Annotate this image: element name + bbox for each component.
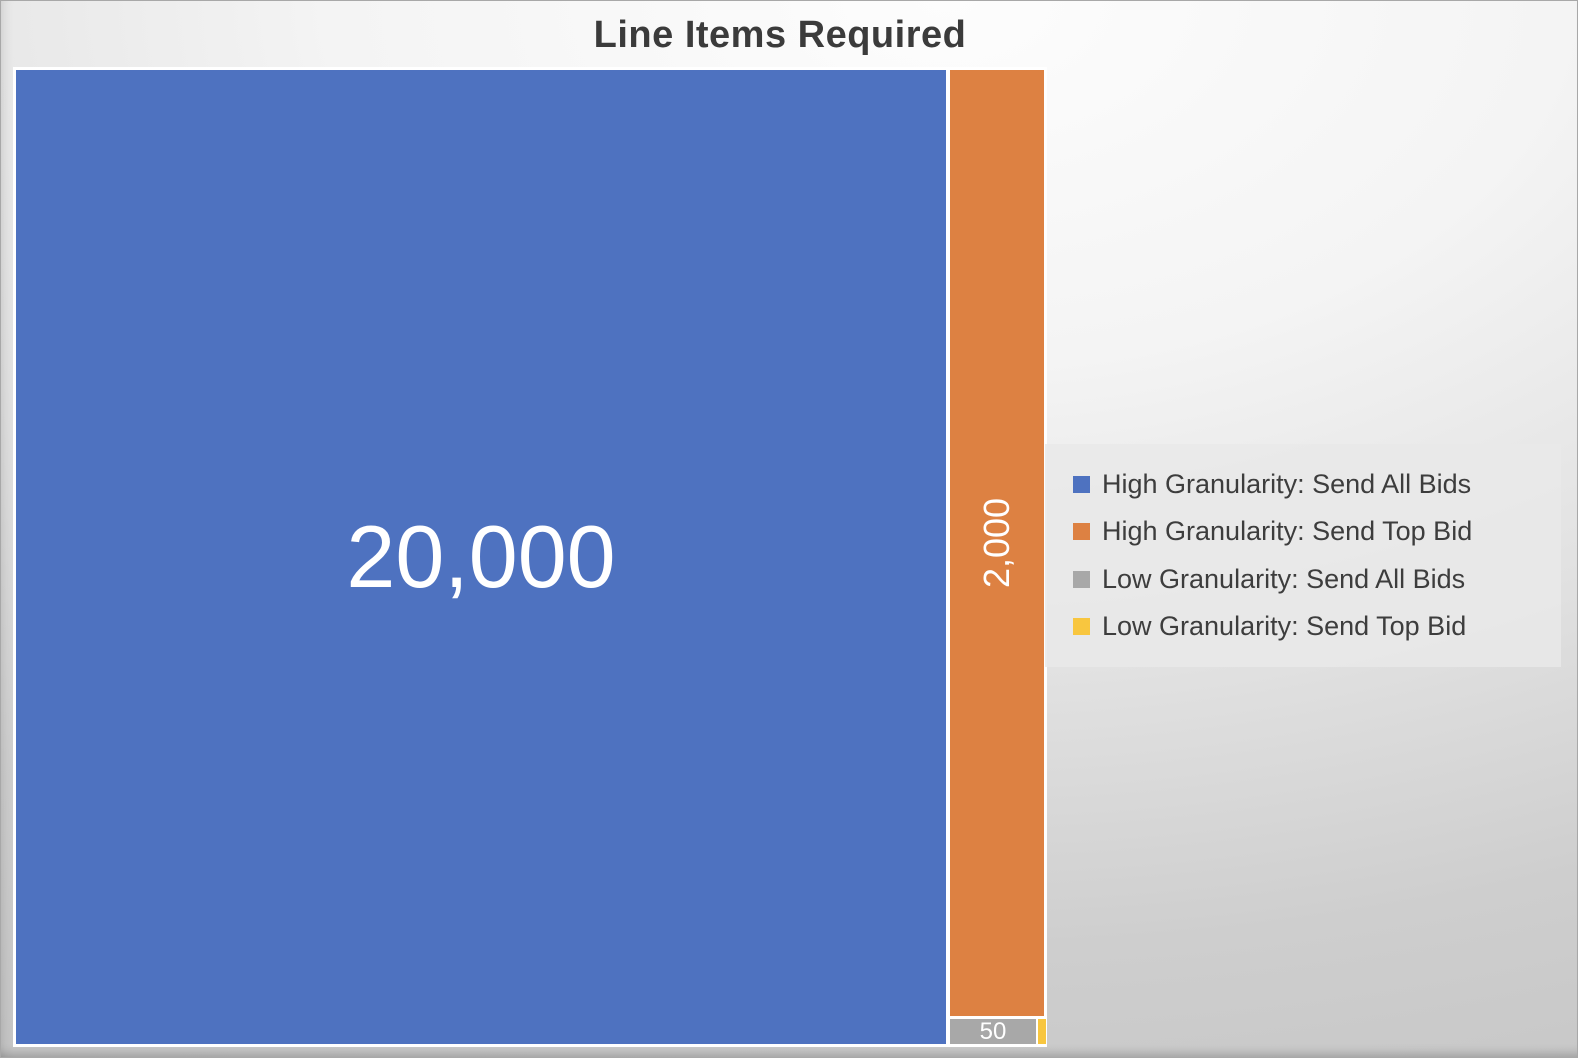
legend-label: High Granularity: Send Top Bid <box>1102 516 1473 547</box>
legend-label: High Granularity: Send All Bids <box>1102 468 1472 499</box>
treemap-cell-high-granularity-send-all-bids[interactable]: 20,000 <box>16 70 946 1044</box>
chart-legend: High Granularity: Send All Bids High Gra… <box>1045 444 1561 667</box>
legend-label: Low Granularity: Send Top Bid <box>1102 611 1467 642</box>
legend-item-low-granularity-send-top-bid[interactable]: Low Granularity: Send Top Bid <box>1073 611 1555 642</box>
legend-item-high-granularity-send-top-bid[interactable]: High Granularity: Send Top Bid <box>1073 516 1555 547</box>
legend-label: Low Granularity: Send All Bids <box>1102 563 1466 594</box>
legend-swatch-yellow-icon <box>1073 618 1090 636</box>
legend-swatch-orange-icon <box>1073 523 1090 541</box>
legend-item-low-granularity-send-all-bids[interactable]: Low Granularity: Send All Bids <box>1073 564 1555 595</box>
chart-title: Line Items Required <box>593 14 967 56</box>
data-label-low-granularity-send-all-bids: 50 <box>979 1019 1007 1044</box>
legend-swatch-gray-icon <box>1073 570 1090 588</box>
legend-swatch-blue-icon <box>1073 475 1090 493</box>
legend-item-high-granularity-send-all-bids[interactable]: High Granularity: Send All Bids <box>1073 469 1555 500</box>
treemap-cell-low-granularity-send-top-bid[interactable] <box>1038 1019 1046 1044</box>
treemap-plot: 20,000 2,000 50 <box>13 67 1047 1047</box>
treemap-cell-low-granularity-send-all-bids[interactable]: 50 <box>950 1019 1036 1044</box>
treemap-cell-high-granularity-send-top-bid[interactable]: 2,000 <box>950 70 1044 1016</box>
data-label-high-granularity-send-top-bid: 2,000 <box>976 497 1017 589</box>
data-label-high-granularity-send-all-bids: 20,000 <box>346 507 616 606</box>
